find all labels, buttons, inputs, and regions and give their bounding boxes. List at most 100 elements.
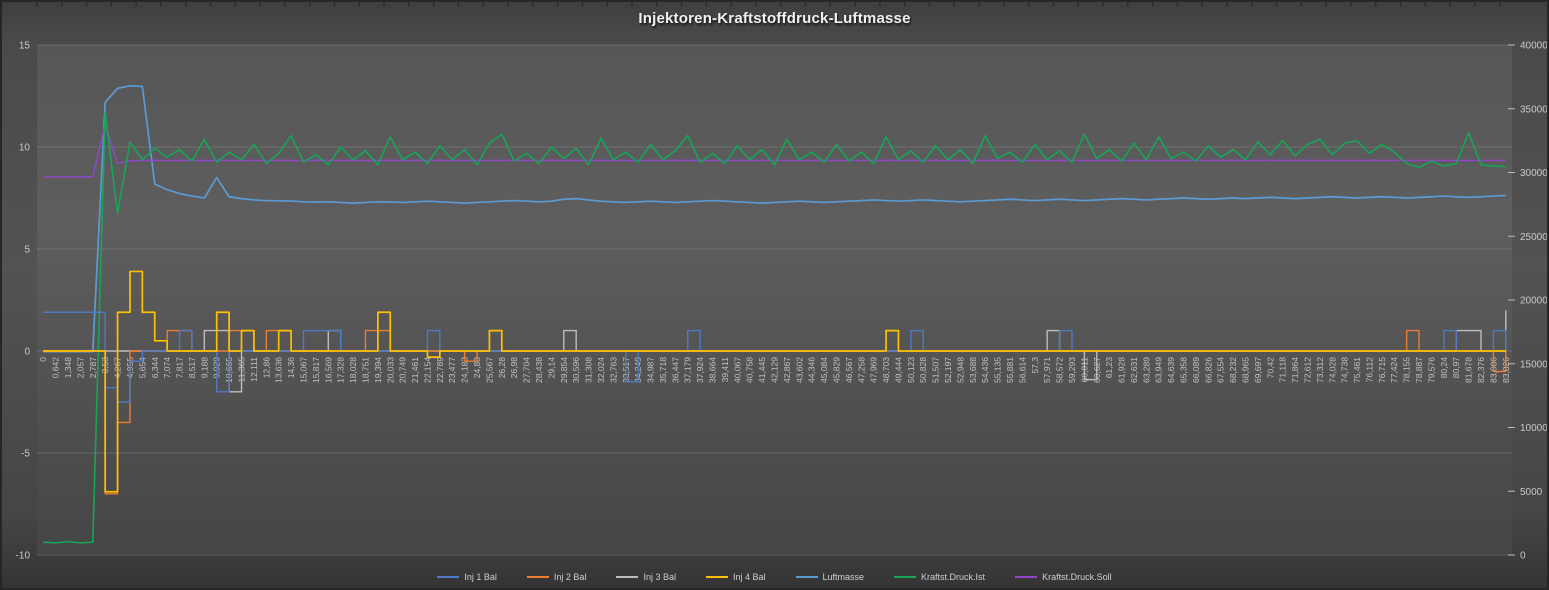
legend-line-swatch	[795, 576, 818, 578]
x-axis-category-label: 40,758	[745, 357, 755, 383]
x-axis-category-label: 52,197	[943, 357, 953, 383]
x-axis-category-label: 44,346	[807, 357, 817, 383]
x-axis-category-label: 65,358	[1179, 357, 1189, 383]
x-axis-category-label: 35,718	[658, 357, 668, 383]
x-axis-category-label: 57,3	[1030, 357, 1040, 374]
x-axis-category-label: 72,612	[1302, 357, 1312, 383]
left-axis-tick-label: 0	[24, 347, 30, 358]
legend-item-kraftst-druck-ist[interactable]: Kraftst.Druck.Ist	[894, 572, 985, 582]
x-axis-category-label: 0,642	[51, 357, 61, 379]
x-axis-category-label: 80,24	[1439, 357, 1449, 379]
left-axis-tick-label: -5	[21, 449, 30, 460]
x-axis-category-label: 51,507	[931, 357, 941, 383]
left-axis-tick-label: 5	[24, 245, 30, 256]
x-axis-category-label: 12,111	[249, 357, 259, 382]
chart-title: Injektoren-Kraftstoffdruck-Luftmasse	[638, 10, 911, 27]
x-axis-category-label: 47,258	[856, 357, 866, 383]
x-axis-category-label: 25,567	[484, 357, 494, 383]
x-axis-category-label: 13,636	[274, 357, 284, 383]
x-axis-category-label: 47,969	[869, 357, 879, 383]
x-axis-category-label: 61,928	[1117, 357, 1127, 383]
x-axis-category-label: 6,344	[150, 357, 160, 379]
x-axis-category-label: 45,829	[831, 357, 841, 383]
x-axis-category-label: 24,183	[460, 357, 470, 383]
right-axis-tick-label: 20000	[1520, 296, 1548, 307]
series-line-inj-4-bal[interactable]	[43, 270, 1506, 493]
x-axis-category-label: 16,569	[323, 357, 333, 383]
x-axis-category-label: 5,654	[137, 357, 147, 379]
x-axis-category-label: 20,749	[398, 357, 408, 383]
series-line-kraftst-druck-soll[interactable]	[43, 123, 1506, 178]
legend-label: Inj 1 Bal	[464, 572, 497, 582]
legend-item-inj-2-bal[interactable]: Inj 2 Bal	[526, 572, 586, 582]
x-axis-category-label: 19,394	[373, 357, 383, 383]
legend-item-inj-4-bal[interactable]: Inj 4 Bal	[705, 572, 766, 582]
x-axis-category-label: 32,763	[608, 357, 618, 383]
legend-label: Kraftst.Druck.Ist	[921, 572, 986, 582]
x-axis-category-label: 22,789	[435, 357, 445, 383]
x-axis-category-label: 64,639	[1166, 357, 1176, 383]
legend-line-swatch	[526, 576, 549, 578]
x-axis-category-label: 26,28	[497, 357, 507, 379]
left-axis-tick-label: -10	[16, 551, 31, 562]
x-axis-category-label: 17,328	[336, 357, 346, 383]
x-axis-category-label: 36,447	[670, 357, 680, 383]
x-axis-category-label: 66,826	[1203, 357, 1213, 383]
x-axis-category-label: 38,664	[708, 357, 718, 383]
x-axis-category-label: 12,86	[261, 357, 271, 379]
x-axis-category-label: 2,057	[75, 357, 85, 379]
x-axis-category-label: 22,154	[422, 357, 432, 383]
right-axis-tick-label: 15000	[1520, 359, 1548, 370]
x-axis-category-label: 40,067	[732, 357, 742, 383]
x-axis-category-label: 28,438	[534, 357, 544, 383]
x-axis-category-label: 50,123	[906, 357, 916, 383]
x-axis-category-label: 74,738	[1340, 357, 1350, 383]
series-line-luftmasse[interactable]	[43, 84, 1506, 353]
x-axis-category-label: 59,293	[1067, 357, 1077, 383]
x-axis-category-label: 15,817	[311, 357, 321, 383]
x-axis-category-label: 76,112	[1364, 357, 1374, 383]
x-axis-category-label: 53,688	[968, 357, 978, 383]
x-axis-category-label: 1,348	[63, 357, 73, 379]
x-axis-category-label: 45,084	[819, 357, 829, 383]
x-axis-category-label: 7,817	[175, 357, 185, 379]
x-axis-category-label: 9,188	[199, 357, 209, 379]
legend-item-kraftst-druck-soll[interactable]: Kraftst.Druck.Soll	[1015, 572, 1112, 582]
x-axis-category-label: 71,118	[1278, 357, 1288, 383]
left-axis-tick-label: 10	[19, 143, 31, 154]
x-axis-category-label: 2,787	[88, 357, 98, 379]
legend-line-swatch	[894, 576, 917, 578]
x-axis-category-label: 49,444	[893, 357, 903, 383]
x-axis-category-label: 0	[38, 357, 48, 362]
x-axis-category-label: 58,572	[1055, 357, 1065, 383]
x-axis-category-label: 18,028	[348, 357, 358, 383]
x-axis-category-label: 21,461	[410, 357, 420, 383]
x-axis-category-label: 29,14	[546, 357, 556, 379]
right-axis-tick-label: 10000	[1520, 423, 1548, 434]
legend-item-inj-1-bal[interactable]: Inj 1 Bal	[437, 572, 497, 582]
x-axis-category-label: 24,88	[472, 357, 482, 379]
x-axis-category-label: 79,576	[1426, 357, 1436, 383]
legend-item-luftmasse[interactable]: Luftmasse	[795, 572, 864, 582]
right-axis-tick-label: 0	[1520, 551, 1526, 562]
x-axis-category-label: 55,881	[1005, 357, 1015, 383]
x-axis-category-label: 68,232	[1228, 357, 1238, 383]
x-axis-category-label: 75,461	[1352, 357, 1362, 383]
legend-item-inj-3-bal[interactable]: Inj 3 Bal	[616, 572, 676, 582]
x-axis-category-label: 20,033	[385, 357, 395, 383]
right-axis-tick-label: 40000	[1520, 41, 1548, 52]
series-line-kraftst-druck-ist[interactable]	[43, 111, 1506, 544]
x-axis-category-label: 27,704	[522, 357, 532, 383]
plot-background	[37, 45, 1512, 555]
legend-label: Inj 3 Bal	[643, 572, 676, 582]
right-axis-tick-label: 5000	[1520, 487, 1543, 498]
x-axis-category-label: 54,436	[980, 357, 990, 383]
x-axis-category-label: 42,867	[782, 357, 792, 383]
x-axis-category-label: 70,42	[1265, 357, 1275, 379]
x-axis-category-label: 34,987	[646, 357, 656, 383]
x-axis-category-label: 41,445	[757, 357, 767, 383]
legend-line-swatch	[1015, 576, 1038, 578]
legend-line-swatch	[616, 576, 639, 578]
